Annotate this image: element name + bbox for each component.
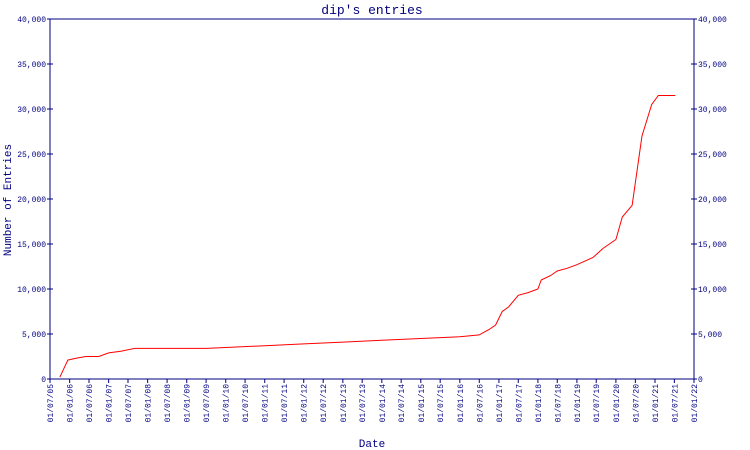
x-tick-label: 01/07/08: [164, 384, 173, 423]
y-tick-label: 25,000: [17, 151, 46, 160]
x-tick-label: 01/01/18: [535, 384, 544, 423]
x-tick-label: 01/01/17: [496, 384, 505, 423]
x-tick-label: 01/07/17: [515, 384, 524, 423]
data-line: [59, 95, 676, 378]
x-tick-label: 01/01/08: [145, 384, 154, 423]
chart-title: dip's entries: [321, 3, 422, 18]
y-tick-label: 20,000: [17, 196, 46, 205]
x-tick-label: 01/07/05: [47, 384, 56, 423]
x-tick-label: 01/07/20: [632, 384, 641, 423]
x-tick-label: 01/01/10: [223, 384, 232, 423]
x-tick-label: 01/01/14: [379, 384, 388, 423]
y-tick-label: 30,000: [698, 106, 727, 115]
y-tick-label: 30,000: [17, 106, 46, 115]
x-tick-label: 01/07/09: [203, 384, 212, 423]
y-tick-label: 15,000: [698, 241, 727, 250]
x-tick-label: 01/07/18: [554, 384, 563, 423]
x-tick-label: 01/01/21: [652, 384, 661, 423]
x-tick-label: 01/07/13: [359, 384, 368, 423]
y-axis-label: Number of Entries: [3, 144, 15, 256]
y-tick-label: 0: [698, 376, 703, 385]
y-tick-label: 20,000: [698, 196, 727, 205]
x-tick-label: 01/01/22: [691, 384, 700, 423]
x-tick-label: 01/07/12: [320, 384, 329, 423]
x-tick-label: 01/07/14: [398, 384, 407, 423]
x-tick-label: 01/01/19: [574, 384, 583, 423]
y-tick-label: 5,000: [22, 331, 46, 340]
x-tick-label: 01/01/15: [418, 384, 427, 423]
x-tick-label: 01/01/12: [301, 384, 310, 423]
x-tick-label: 01/07/06: [86, 384, 95, 423]
x-tick-label: 01/07/16: [476, 384, 485, 423]
x-tick-label: 01/07/07: [125, 384, 134, 423]
x-tick-label: 01/07/21: [671, 384, 680, 423]
y-tick-label: 15,000: [17, 241, 46, 250]
y-tick-label: 35,000: [698, 61, 727, 70]
x-tick-label: 01/01/16: [457, 384, 466, 423]
y-tick-label: 10,000: [698, 286, 727, 295]
x-tick-label: 01/01/09: [184, 384, 193, 423]
y-tick-label: 40,000: [698, 16, 727, 25]
x-tick-label: 01/07/15: [437, 384, 446, 423]
x-tick-label: 01/01/13: [340, 384, 349, 423]
x-tick-label: 01/07/10: [242, 384, 251, 423]
x-axis-label: Date: [359, 439, 385, 450]
x-tick-label: 01/01/11: [262, 384, 271, 423]
x-tick-label: 01/07/11: [281, 384, 290, 423]
y-tick-label: 35,000: [17, 61, 46, 70]
y-tick-label: 40,000: [17, 16, 46, 25]
y-tick-label: 10,000: [17, 286, 46, 295]
x-tick-label: 01/01/20: [613, 384, 622, 423]
plot-frame: [49, 18, 695, 380]
y-tick-label: 5,000: [698, 331, 722, 340]
y-tick-label: 25,000: [698, 151, 727, 160]
x-tick-label: 01/01/06: [67, 384, 76, 423]
x-tick-label: 01/01/07: [106, 384, 115, 423]
y-tick-label: 0: [41, 376, 46, 385]
x-tick-label: 01/07/19: [593, 384, 602, 423]
